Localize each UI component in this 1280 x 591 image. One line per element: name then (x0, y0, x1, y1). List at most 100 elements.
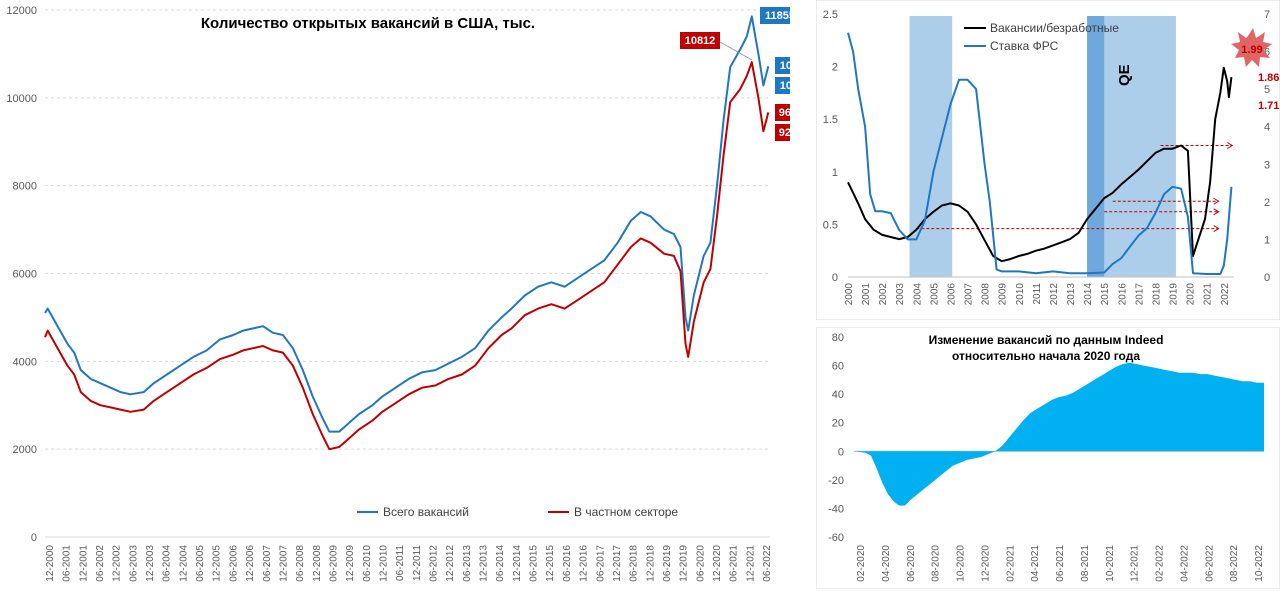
x-tick-label: 06-2003 (128, 545, 139, 582)
x-tick-label: 12-2021 (1130, 545, 1141, 582)
y-tick-label: -20 (828, 475, 844, 487)
y-tick-label: 12000 (6, 5, 37, 17)
x-tick-label: 12-2006 (245, 545, 256, 582)
x-tick-label: 12-2016 (579, 545, 590, 582)
x-tick-label: 06-2017 (595, 545, 606, 582)
x-tick-label: 2007 (964, 283, 975, 306)
x-tick-label: 12-2005 (212, 545, 223, 582)
x-tick-label: 12-2018 (645, 545, 656, 582)
qe-label: QE (1116, 64, 1133, 86)
x-tick-label: 12-2000 (45, 545, 56, 582)
chart2-legend: Вакансии/безработные Ставка ФРС (964, 21, 1119, 53)
y-right-tick-label: 6 (1264, 47, 1270, 59)
x-tick-label: 2022 (1220, 283, 1231, 306)
callout-private-peak-label: 10812 (685, 35, 716, 47)
starburst-icon (1231, 28, 1272, 67)
y-tick-label: 20 (832, 418, 844, 430)
arrow-icon (1213, 208, 1220, 216)
x-tick-label: 06-2008 (295, 545, 306, 582)
chart1-series (44, 15, 770, 451)
chart2-y-left-axis: 0 0.5 1 1.5 2 2.5 (823, 9, 1234, 284)
callout-private-may-label: 9668 (779, 107, 790, 119)
x-tick-label: 12-2013 (479, 545, 490, 582)
y-tick-label: 40 (832, 389, 844, 401)
callout-private-peak-leader (719, 41, 753, 61)
x-tick-label: 08-2020 (931, 545, 942, 582)
chart1-x-axis: 12-2000 06-2001 12-2001 06-2002 12-2002 06-20… (45, 545, 773, 582)
x-tick-label: 06-2014 (495, 545, 506, 582)
x-tick-label: 06-2022 (1204, 545, 1215, 582)
x-tick-label: 06-2019 (662, 545, 673, 582)
chart3-title-line1: Изменение вакансий по данным Indeed (929, 333, 1164, 347)
x-tick-label: 2013 (1066, 283, 1077, 306)
x-tick-label: 06-2021 (1055, 545, 1066, 582)
x-tick-label: 10-2021 (1105, 545, 1116, 582)
x-tick-label: 2015 (1100, 283, 1111, 306)
x-tick-label: 06-2012 (429, 545, 440, 582)
x-tick-label: 06-2020 (695, 545, 706, 582)
vacancies-chart: 0 2000 4000 6000 8000 10000 12000 12-2000 06-20… (6, 5, 790, 582)
chart1-grid (45, 9, 770, 538)
y-right-tick-label: 1 (1264, 234, 1270, 246)
x-tick-label: 12-2007 (278, 545, 289, 582)
x-tick-label: 2001 (861, 283, 872, 306)
x-tick-label: 2004 (912, 283, 923, 306)
x-tick-label: 12-2010 (378, 545, 389, 582)
chart2-shading (909, 16, 1176, 277)
chart1-y-axis: 0 2000 4000 6000 8000 10000 12000 (6, 5, 37, 544)
y-tick-label: 6000 (13, 269, 37, 281)
x-tick-label: 2010 (1015, 283, 1026, 306)
x-tick-label: 12-2003 (145, 545, 156, 582)
x-tick-label: 06-2004 (162, 545, 173, 582)
x-tick-label: 04-2022 (1179, 545, 1190, 582)
callout-private-peak (680, 32, 720, 49)
callout-total-peak (760, 7, 790, 24)
x-tick-label: 12-2012 (445, 545, 456, 582)
x-tick-label: 08-2022 (1229, 545, 1240, 582)
series-area-0 (854, 362, 1264, 506)
x-tick-label: 2014 (1083, 283, 1094, 306)
y-tick-label: -40 (828, 503, 844, 515)
x-tick-label: 06-2009 (328, 545, 339, 582)
x-tick-label: 02-2022 (1155, 545, 1166, 582)
y-left-tick-label: 0 (832, 272, 838, 284)
y-right-tick-label: 3 (1264, 159, 1270, 171)
chart3-y-axis: -60 -40 -20 0 20 40 60 80 (828, 332, 844, 544)
y-right-tick-label: 0 (1264, 272, 1270, 284)
y-left-tick-label: 1.5 (823, 114, 838, 126)
x-tick-label: 2000 (844, 283, 855, 306)
legend-label-private: В частном секторе (574, 505, 678, 519)
callout-total-low (775, 77, 790, 94)
chart1-title: Количество открытых вакансий в США, тыс. (201, 15, 535, 32)
x-tick-label: 2003 (895, 283, 906, 306)
x-tick-label: 12-2019 (679, 545, 690, 582)
callout-total-low-label: 10280 (780, 80, 790, 92)
x-tick-label: 04-2020 (881, 545, 892, 582)
x-tick-label: 10-2020 (956, 545, 967, 582)
chart2-series (847, 32, 1234, 275)
y-tick-label: 4000 (13, 356, 37, 368)
x-tick-label: 06-2001 (62, 545, 73, 582)
callout-private-low (775, 124, 790, 141)
y-tick-label: -60 (828, 532, 844, 544)
x-tick-label: 06-2006 (228, 545, 239, 582)
y-left-tick-label: 2 (832, 62, 838, 74)
indeed-chart: -60 -40 -20 0 20 40 60 80 02-2020 04-2020 06-2020… (816, 327, 1280, 589)
x-tick-label: 2009 (998, 283, 1009, 306)
x-tick-label: 02-2021 (1005, 545, 1016, 582)
x-tick-label: 2002 (878, 283, 889, 306)
x-tick-label: 12-2021 (745, 545, 756, 582)
chart1-legend: Всего вакансий В частном секторе (357, 505, 678, 519)
x-tick-label: 2012 (1049, 283, 1060, 306)
legend-label-total: Всего вакансий (383, 505, 469, 519)
x-tick-label: 10-2022 (1254, 545, 1265, 582)
x-tick-label: 06-2010 (362, 545, 373, 582)
callout-total-may (775, 57, 790, 74)
y-right-tick-label: 5 (1264, 84, 1270, 96)
chart3-title-line2: относительно начала 2020 года (952, 349, 1140, 363)
chart2-frame (816, 0, 1280, 320)
x-tick-label: 12-2011 (412, 545, 423, 581)
x-tick-label: 12-2008 (312, 545, 323, 582)
series-line-1 (847, 32, 1233, 275)
y-left-tick-label: 2.5 (823, 9, 838, 21)
